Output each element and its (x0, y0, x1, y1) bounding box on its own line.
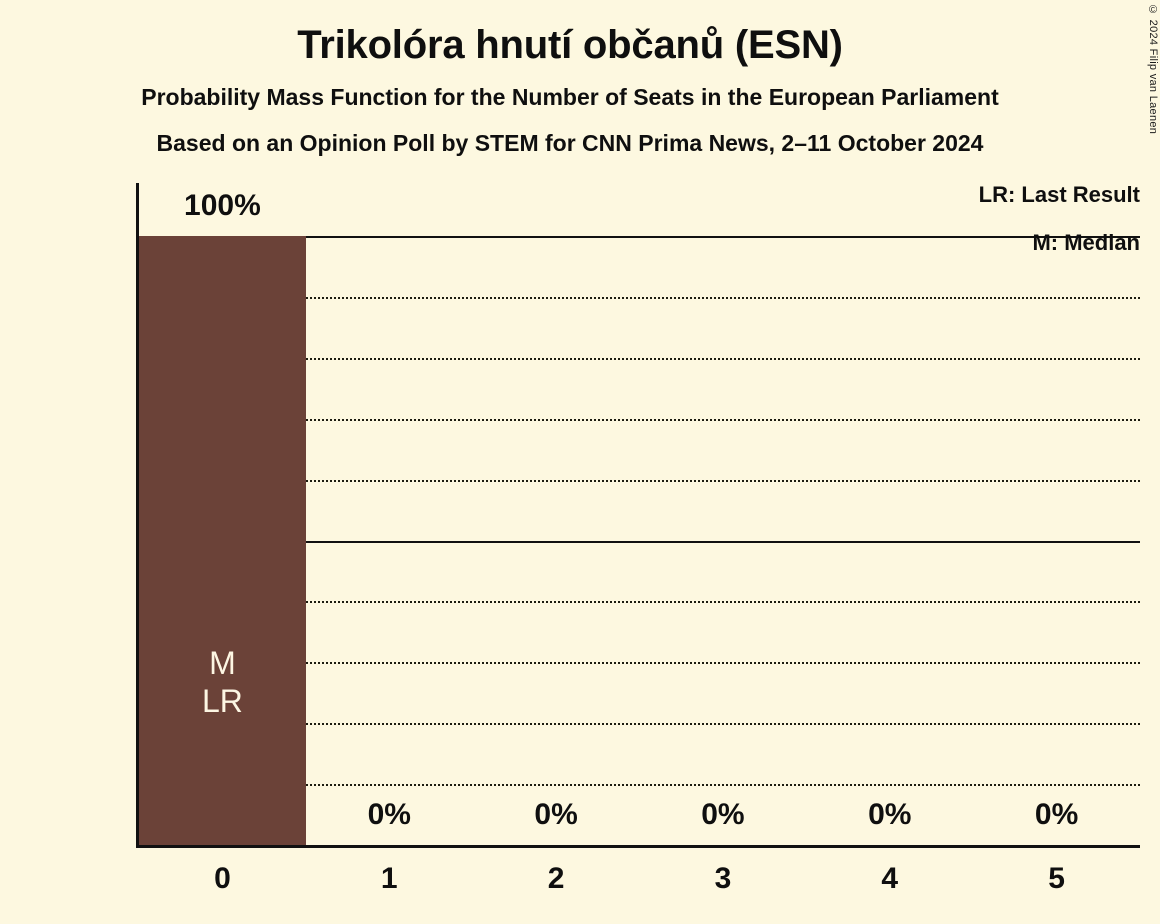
bar-series: M LR 100% 0% 0% 0% 0% 0% (139, 183, 1140, 845)
last-result-marker: LR (201, 682, 243, 719)
y-axis-line (136, 183, 139, 845)
median-marker: M (209, 645, 236, 681)
gridlines (306, 183, 1140, 845)
legend-median: M: Median (1032, 230, 1140, 255)
gridline-10 (306, 784, 1140, 787)
x-tick-3: 3 (714, 862, 732, 895)
plot-area: 100%50% LR: Last Result M: Median MLR100… (136, 182, 1140, 848)
bar-slot-2[interactable]: 0% (473, 183, 640, 845)
chart-source-line: Based on an Opinion Poll by STEM for CNN… (156, 130, 984, 157)
bar-slot-5[interactable]: 0% (973, 183, 1140, 845)
gridline-30 (306, 662, 1140, 665)
bar-value-label-3: 0% (701, 798, 745, 831)
x-axis-ticks: 0 1 2 3 4 5 (139, 862, 1140, 922)
gridline-40 (306, 601, 1140, 604)
bar-value-label-0: 100% (184, 189, 261, 222)
title-block: Trikolóra hnutí občanů (ESN) Probability… (0, 0, 1140, 155)
bar-markers-0: M LR (139, 645, 306, 721)
gridline-70 (306, 418, 1140, 421)
chart-subtitle: Probability Mass Function for the Number… (141, 84, 999, 110)
gridline-50 (306, 540, 1140, 543)
bar-value-label-2: 0% (534, 798, 578, 831)
bar-slot-4[interactable]: 0% (806, 183, 973, 845)
gridline-90 (306, 296, 1140, 299)
gridline-60 (306, 479, 1140, 482)
bar-slot-1[interactable]: 0% (306, 183, 473, 845)
bar-value-label-4: 0% (868, 798, 912, 831)
gridline-20 (306, 723, 1140, 726)
bar-value-label-1: 0% (367, 798, 411, 831)
page-title: Trikolóra hnutí občanů (ESN) (297, 23, 843, 67)
bar-value-label-5: 0% (1034, 798, 1079, 831)
gridline-100 (306, 236, 1140, 238)
x-tick-0: 0 (214, 862, 231, 895)
x-tick-1: 1 (380, 862, 398, 895)
bar-0[interactable] (139, 236, 306, 845)
copyright-notice: © 2024 Filip van Laenen (1147, 4, 1159, 135)
bar-slot-3[interactable]: 0% (640, 183, 807, 845)
x-tick-4: 4 (881, 862, 899, 895)
bar-slot-0[interactable]: M LR 100% (139, 183, 306, 845)
x-axis-line (136, 845, 1140, 848)
x-tick-2: 2 (547, 862, 565, 895)
gridline-80 (306, 357, 1140, 360)
x-tick-5: 5 (1048, 862, 1065, 895)
legend-last-result: LR: Last Result (978, 182, 1140, 207)
